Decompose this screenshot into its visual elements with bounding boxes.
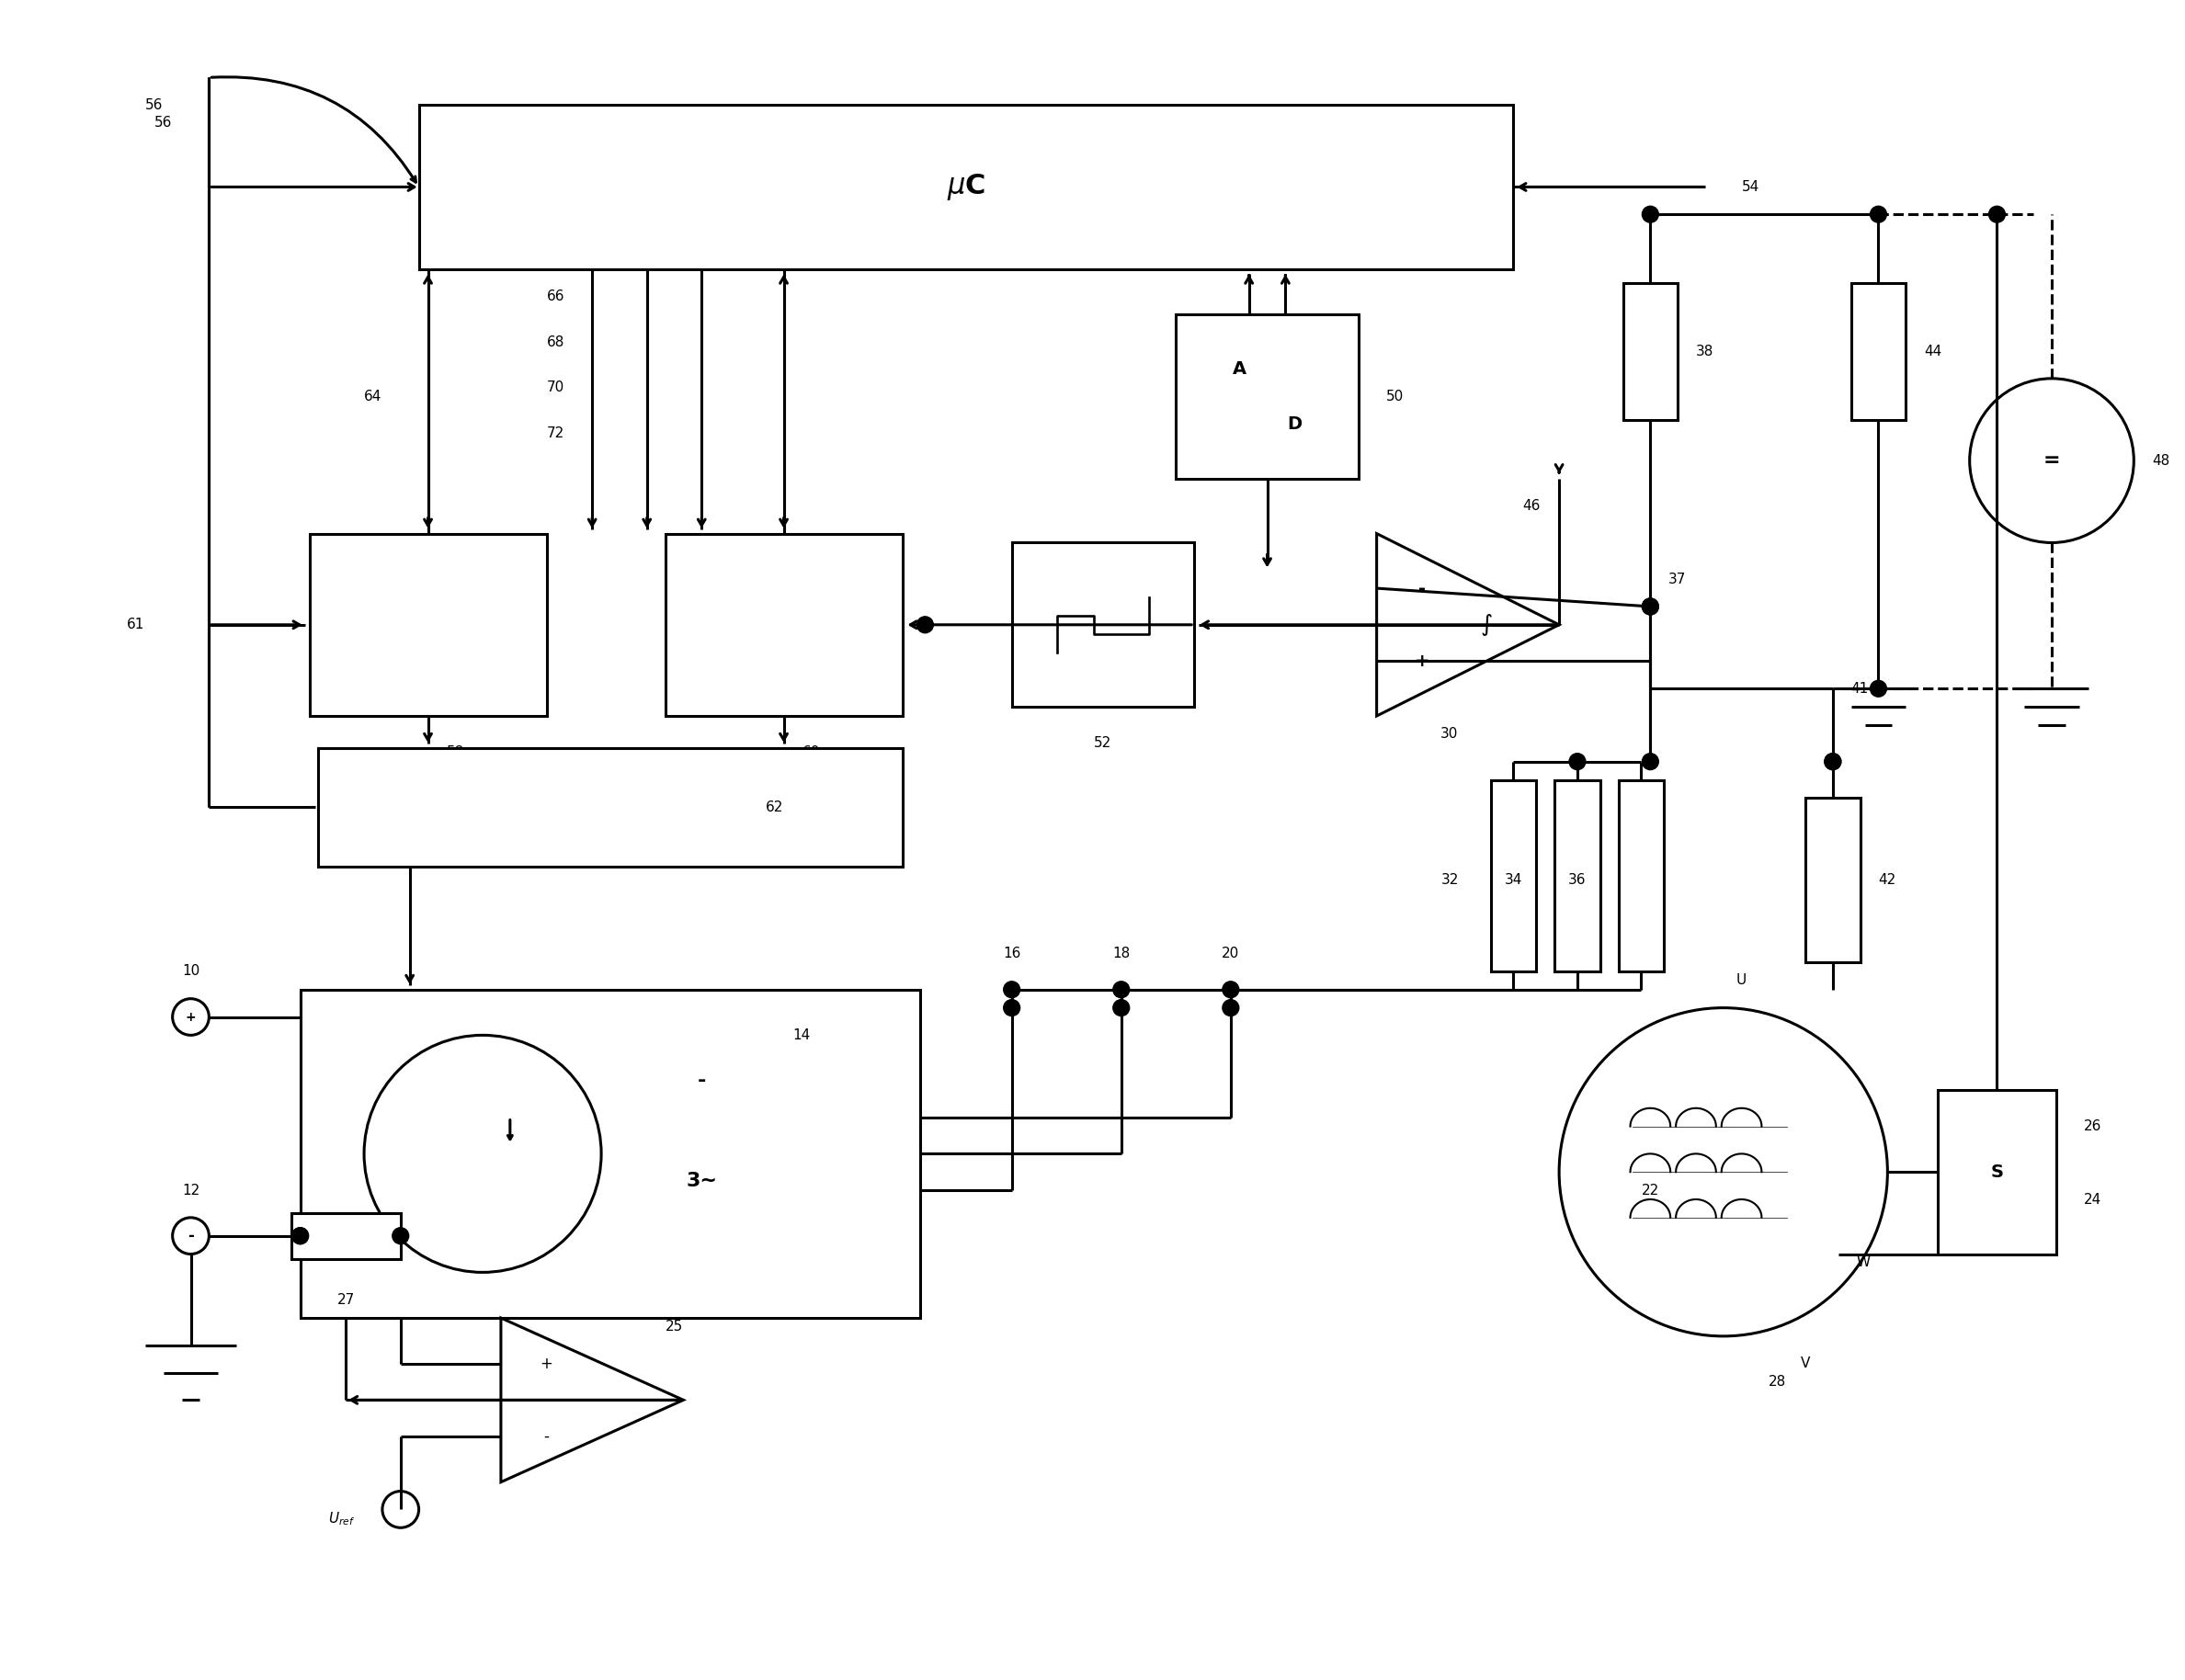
Bar (1805, 798, 1859, 963)
Circle shape (1221, 1000, 1239, 1016)
Circle shape (1870, 207, 1886, 222)
Text: 60: 60 (802, 746, 819, 759)
Text: 20: 20 (1221, 946, 1239, 959)
Circle shape (1003, 981, 1020, 998)
Text: 16: 16 (1003, 946, 1020, 959)
Text: 32: 32 (1440, 874, 1460, 887)
Text: -: - (1418, 580, 1427, 596)
Text: 38: 38 (1696, 344, 1713, 358)
Text: 48: 48 (2152, 454, 2170, 467)
Text: 41: 41 (1851, 682, 1868, 696)
Text: 72: 72 (546, 427, 564, 440)
Text: 24: 24 (2084, 1193, 2102, 1206)
Text: 46: 46 (1523, 499, 1540, 512)
Bar (1623, 282, 1678, 420)
Text: 61: 61 (127, 618, 144, 632)
Text: 12: 12 (181, 1183, 199, 1198)
Text: 22: 22 (1641, 1183, 1658, 1198)
Text: 27: 27 (336, 1294, 354, 1307)
Text: 14: 14 (793, 1028, 811, 1042)
Text: W: W (1855, 1255, 1870, 1268)
Circle shape (1870, 680, 1886, 697)
Text: 52: 52 (1095, 736, 1112, 751)
Text: 37: 37 (1669, 573, 1687, 586)
Circle shape (393, 1228, 409, 1245)
Text: 34: 34 (1505, 874, 1523, 887)
Text: +: + (540, 1356, 553, 1373)
Circle shape (1221, 981, 1239, 998)
Circle shape (1643, 753, 1658, 769)
Text: 68: 68 (546, 334, 564, 349)
Text: 70: 70 (546, 381, 564, 395)
Text: 10: 10 (181, 964, 199, 978)
Bar (1554, 780, 1599, 971)
Text: +: + (1414, 652, 1429, 670)
Text: V: V (1800, 1357, 1809, 1371)
Text: $U_{ref}$: $U_{ref}$ (328, 1510, 354, 1527)
Bar (1938, 1090, 2056, 1253)
Text: D: D (1287, 415, 1302, 433)
Text: =: = (2043, 452, 2060, 470)
Bar (1012, 543, 1195, 707)
Bar (310, 534, 546, 716)
Text: 56: 56 (146, 97, 164, 113)
Text: 18: 18 (1112, 946, 1130, 959)
Text: 50: 50 (1385, 390, 1403, 403)
Circle shape (1112, 1000, 1130, 1016)
Circle shape (1643, 207, 1658, 222)
Circle shape (1824, 753, 1842, 769)
Bar (299, 990, 920, 1317)
Circle shape (1988, 207, 2006, 222)
Circle shape (1824, 753, 1842, 769)
Circle shape (293, 1228, 308, 1245)
Text: -: - (188, 1228, 194, 1245)
Text: 25: 25 (664, 1320, 682, 1334)
Circle shape (1003, 1000, 1020, 1016)
Text: 56: 56 (155, 116, 173, 129)
Circle shape (1112, 981, 1130, 998)
Text: A: A (1232, 361, 1248, 378)
Text: 44: 44 (1925, 344, 1942, 358)
Bar (1176, 314, 1359, 479)
Text: 54: 54 (1741, 180, 1759, 193)
Circle shape (918, 617, 933, 633)
Text: -: - (697, 1072, 706, 1090)
Bar (1851, 282, 1905, 420)
Bar (664, 534, 902, 716)
Text: 62: 62 (765, 800, 784, 815)
Text: S: S (1991, 1163, 2004, 1181)
Text: $\int$: $\int$ (1479, 612, 1492, 638)
Text: +: + (186, 1010, 197, 1023)
Text: 28: 28 (1770, 1374, 1787, 1389)
Circle shape (293, 1228, 308, 1245)
Text: 58: 58 (446, 746, 463, 759)
Bar (1490, 780, 1536, 971)
Bar (291, 1213, 400, 1258)
Bar (1619, 780, 1665, 971)
Text: 66: 66 (546, 289, 564, 304)
Text: 3~: 3~ (686, 1173, 717, 1191)
Text: -: - (544, 1428, 548, 1445)
Text: 42: 42 (1879, 874, 1897, 887)
Text: 64: 64 (365, 390, 382, 403)
Bar (319, 748, 902, 867)
Text: $\mu$C: $\mu$C (946, 171, 985, 202)
Circle shape (1643, 598, 1658, 615)
Text: U: U (1737, 974, 1746, 988)
Bar (420, 104, 1514, 269)
Text: 36: 36 (1569, 874, 1586, 887)
Circle shape (1643, 598, 1658, 615)
Text: 30: 30 (1440, 727, 1457, 741)
Circle shape (1569, 753, 1586, 769)
Text: 26: 26 (2084, 1119, 2102, 1134)
